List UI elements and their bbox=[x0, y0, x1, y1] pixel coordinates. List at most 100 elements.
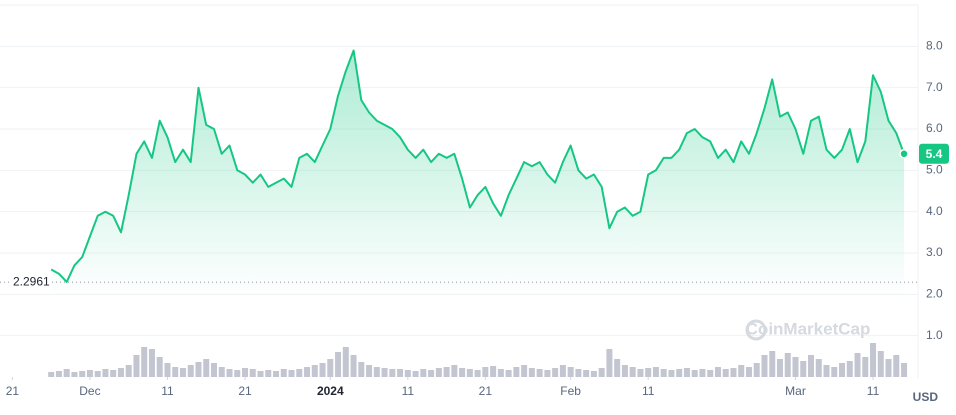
y-tick-label: 4.0 bbox=[926, 204, 943, 218]
volume-bar bbox=[536, 369, 543, 377]
watermark-logo bbox=[745, 319, 767, 341]
price-line bbox=[50, 49, 905, 283]
volume-bar bbox=[645, 368, 652, 377]
volume-bar bbox=[358, 362, 365, 377]
volume-bar bbox=[296, 369, 303, 377]
volume-bar bbox=[242, 368, 249, 377]
volume-bar bbox=[505, 370, 512, 377]
volume-bar bbox=[288, 370, 295, 377]
volume-bar bbox=[94, 371, 101, 377]
volume-bar bbox=[55, 371, 62, 377]
volume-bar bbox=[234, 370, 241, 377]
volume-bar bbox=[823, 365, 830, 377]
volume-bar bbox=[815, 359, 822, 377]
volume-bar bbox=[466, 369, 473, 377]
volume-bar bbox=[761, 355, 768, 377]
reference-label-bg bbox=[10, 274, 52, 289]
volume-bar bbox=[342, 347, 349, 377]
volume-bar bbox=[699, 369, 706, 377]
volume-bar bbox=[598, 368, 605, 377]
x-tick-label: 21 bbox=[238, 384, 252, 398]
volume-bar bbox=[311, 365, 318, 377]
volume-bar bbox=[885, 359, 892, 377]
volume-bar bbox=[110, 370, 117, 377]
volume-bar bbox=[583, 370, 590, 377]
last-point bbox=[899, 149, 909, 159]
volume-bar bbox=[521, 365, 528, 377]
volume-bar bbox=[784, 353, 791, 377]
volume-bar bbox=[71, 372, 78, 377]
volume-bar bbox=[831, 367, 838, 377]
volume-bar bbox=[373, 367, 380, 377]
volume-bar bbox=[769, 351, 776, 377]
volume-bar bbox=[420, 369, 427, 377]
volume-bar bbox=[397, 369, 404, 377]
volume-bar bbox=[226, 369, 233, 377]
y-unit: USD bbox=[913, 390, 939, 404]
x-tick-label: Mar bbox=[785, 384, 806, 398]
volume-bar bbox=[203, 359, 210, 377]
volume-bar bbox=[567, 367, 574, 377]
volume-bar bbox=[808, 355, 815, 377]
volume-bar bbox=[148, 349, 155, 377]
volume-bar bbox=[443, 367, 450, 377]
y-tick-label: 3.0 bbox=[926, 245, 943, 259]
volume-bar bbox=[125, 365, 132, 377]
volume-bar bbox=[590, 371, 597, 377]
volume-bar bbox=[745, 367, 752, 377]
volume-bar bbox=[707, 370, 714, 377]
volume-bar bbox=[350, 355, 357, 377]
volume-bar bbox=[482, 367, 489, 377]
volume-bar bbox=[792, 357, 799, 377]
volume-bar bbox=[79, 371, 86, 377]
volume-bar bbox=[668, 370, 675, 377]
volume-bar bbox=[86, 370, 93, 377]
volume-bar bbox=[575, 369, 582, 377]
y-tick-label: 1.0 bbox=[926, 328, 943, 342]
volume-bar bbox=[490, 366, 497, 377]
volume-bar bbox=[48, 372, 55, 377]
x-tick-label: 2024 bbox=[317, 384, 344, 398]
volume-bar bbox=[870, 343, 877, 377]
volume-bar bbox=[179, 368, 186, 377]
volume-bar bbox=[218, 367, 225, 377]
volume-bar bbox=[839, 363, 846, 377]
x-tick-label: 11 bbox=[642, 384, 655, 398]
volume-bar bbox=[304, 367, 311, 377]
volume-bar bbox=[753, 363, 760, 377]
volume-bar bbox=[187, 365, 194, 377]
volume-bar bbox=[335, 352, 342, 377]
volume-bar bbox=[652, 367, 659, 377]
volume-bar bbox=[474, 370, 481, 377]
y-tick-label: 6.0 bbox=[926, 121, 943, 135]
volume-bar bbox=[637, 369, 644, 377]
y-tick-label: 7.0 bbox=[926, 80, 943, 94]
x-tick-label: 11 bbox=[161, 384, 174, 398]
volume-bar bbox=[800, 361, 807, 377]
volume-bar bbox=[102, 369, 109, 377]
volume-bar bbox=[738, 365, 745, 377]
volume-bar bbox=[691, 370, 698, 377]
volume-bar bbox=[862, 357, 869, 377]
volume-bar bbox=[381, 368, 388, 377]
volume-bar bbox=[730, 368, 737, 377]
price-badge-label: 5.4 bbox=[926, 147, 943, 161]
y-tick-label: 8.0 bbox=[926, 39, 943, 53]
price-badge bbox=[919, 143, 949, 164]
volume-bar bbox=[273, 371, 280, 377]
volume-bar bbox=[683, 368, 690, 377]
x-tick-label: 21 bbox=[479, 384, 493, 398]
volume-bar bbox=[459, 368, 466, 377]
volume-bar bbox=[877, 351, 884, 377]
volume-bar bbox=[660, 369, 667, 377]
volume-bar bbox=[63, 369, 70, 377]
volume-bar bbox=[133, 355, 140, 377]
x-tick-label: 11 bbox=[402, 384, 415, 398]
volume-bar bbox=[117, 368, 124, 377]
volume-bar bbox=[280, 369, 287, 377]
volume-bar bbox=[319, 363, 326, 377]
reference-label: 2.2961 bbox=[13, 274, 50, 288]
volume-bar bbox=[901, 363, 908, 377]
volume-bar bbox=[528, 368, 535, 377]
